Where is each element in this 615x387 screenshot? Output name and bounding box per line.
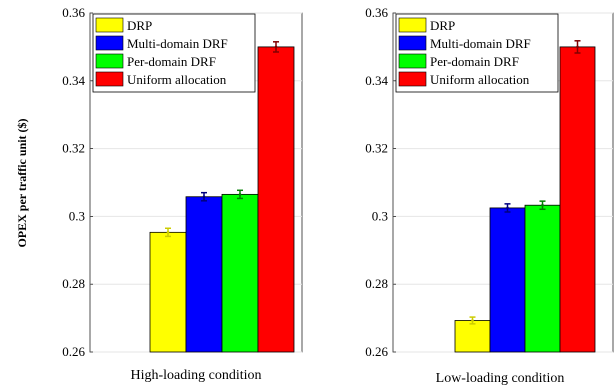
panel-high-loading: 0.26 0.28 0.3 0.32 0.34 0.36 High-loading con… xyxy=(62,5,303,383)
legend-swatch xyxy=(398,17,427,33)
bar-drp xyxy=(149,231,187,353)
y-tick-label: 0.32 xyxy=(365,141,388,156)
y-tick-label: 0.36 xyxy=(62,5,85,20)
legend-swatch xyxy=(398,53,427,69)
bar-uniform-allocation xyxy=(559,46,596,353)
y-ticks: 0.26 0.28 0.3 0.32 0.34 0.36 xyxy=(62,5,93,359)
bar-drp xyxy=(454,320,491,353)
error-bars xyxy=(469,40,581,325)
y-tick-label: 0.34 xyxy=(62,73,85,88)
y-axis-label: OPEX per traffic unit ($) xyxy=(15,118,29,247)
error-bar xyxy=(539,200,546,211)
y-tick-label: 0.28 xyxy=(365,276,388,291)
y-tick-label: 0.3 xyxy=(372,208,388,223)
error-bar xyxy=(574,40,581,54)
bar-multi-domain-drf xyxy=(489,207,526,353)
bar-multi-domain-drf xyxy=(185,196,223,353)
y-tick-label: 0.36 xyxy=(365,5,388,20)
legend-swatch xyxy=(95,53,124,69)
legend-swatch xyxy=(398,35,427,51)
legend-label: Per-domain DRF xyxy=(430,54,519,69)
legend-swatch xyxy=(95,17,124,33)
bar-per-domain-drf xyxy=(221,193,259,353)
legend-label: Multi-domain DRF xyxy=(127,36,228,51)
error-bar xyxy=(165,227,171,238)
legend-label: DRP xyxy=(430,18,455,33)
x-axis-label: Low-loading condition xyxy=(436,371,565,386)
error-bar xyxy=(201,191,207,202)
bar-uniform-allocation xyxy=(257,46,295,353)
y-tick-label: 0.3 xyxy=(69,208,85,223)
error-bar xyxy=(504,203,511,213)
legend-label: Uniform allocation xyxy=(127,72,227,87)
legend: DRP Multi-domain DRF Per-domain DRF Uniform… xyxy=(92,13,256,93)
legend-swatch xyxy=(95,35,124,51)
error-bars xyxy=(165,41,279,238)
error-bar xyxy=(237,189,243,200)
legend-label: Multi-domain DRF xyxy=(430,36,531,51)
legend-swatch xyxy=(398,71,427,87)
x-axis-label: High-loading condition xyxy=(130,368,261,383)
y-ticks: 0.26 0.28 0.3 0.32 0.34 0.36 xyxy=(365,5,396,359)
panel-low-loading: 0.26 0.28 0.3 0.32 0.34 0.36 Low-loading cond… xyxy=(365,5,614,386)
error-bar xyxy=(469,316,476,325)
bar-per-domain-drf xyxy=(524,204,561,353)
legend-label: Uniform allocation xyxy=(430,72,530,87)
y-tick-label: 0.26 xyxy=(365,344,388,359)
y-tick-label: 0.34 xyxy=(365,73,388,88)
y-tick-label: 0.28 xyxy=(62,276,85,291)
y-tick-label: 0.26 xyxy=(62,344,85,359)
bars xyxy=(454,46,596,353)
legend-label: DRP xyxy=(127,18,152,33)
legend: DRP Multi-domain DRF Per-domain DRF Uniform… xyxy=(395,13,559,93)
error-bar xyxy=(273,41,279,53)
bars xyxy=(149,46,295,353)
y-tick-label: 0.32 xyxy=(62,141,85,156)
legend-swatch xyxy=(95,71,124,87)
legend-label: Per-domain DRF xyxy=(127,54,216,69)
